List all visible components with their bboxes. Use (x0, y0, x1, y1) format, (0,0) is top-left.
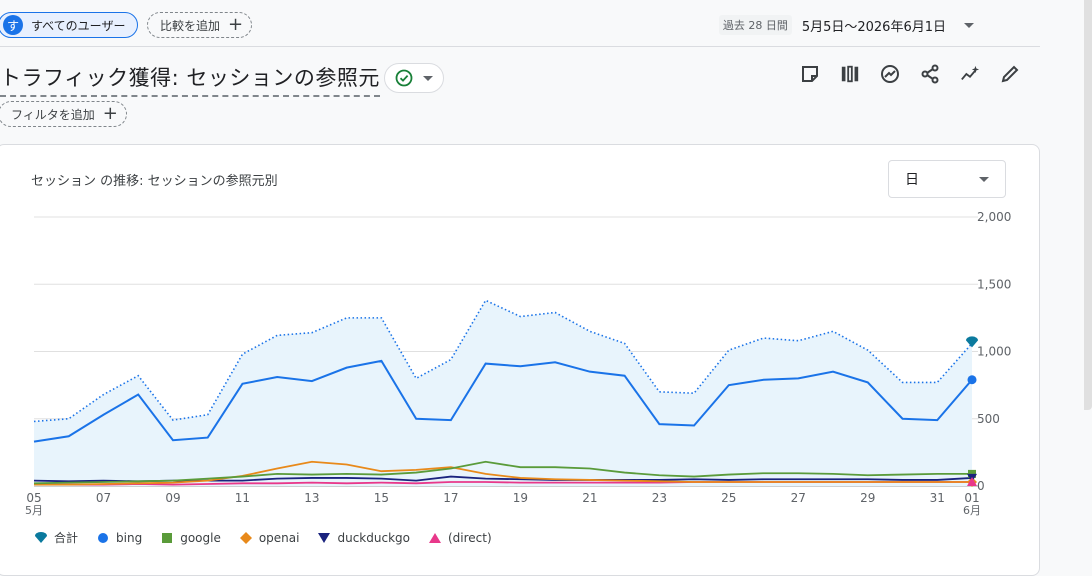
chevron-down-icon (423, 75, 433, 81)
x-tick-label: 05 (26, 491, 41, 505)
legend-marker-icon (98, 532, 109, 543)
audience-chip[interactable]: す すべてのユーザー (0, 12, 139, 38)
scrollbar[interactable] (1084, 0, 1092, 410)
granularity-value: 日 (905, 172, 919, 188)
legend-label: bing (116, 530, 143, 545)
y-tick-label: 0 (977, 479, 985, 493)
check-circle-icon (395, 69, 413, 87)
add-comparison-button[interactable]: 比較を追加 + (147, 12, 253, 38)
x-tick-label: 09 (165, 491, 180, 505)
legend-item-direct[interactable]: (direct) (428, 529, 492, 546)
granularity-select[interactable]: 日 (888, 160, 1006, 198)
series-line-duckduckgo (33, 475, 973, 483)
add-comparison-label: 比較を追加 (160, 18, 221, 33)
legend-label: 合計 (54, 531, 79, 545)
legend-item-openai[interactable]: openai (239, 529, 300, 546)
pencil-icon[interactable] (1000, 62, 1020, 86)
legend-marker-icon (318, 532, 331, 543)
x-tick-label: 17 (443, 491, 458, 505)
x-tick-label: 21 (582, 491, 597, 505)
report-toolbar (800, 62, 1020, 86)
x-tick-label: 19 (513, 491, 528, 505)
y-tick-label: 1,500 (977, 277, 1011, 291)
legend-label: google (180, 530, 221, 545)
chevron-down-icon (979, 176, 989, 182)
legend-item-duckduckgo[interactable]: duckduckgo (317, 529, 410, 546)
plus-icon: + (228, 14, 244, 35)
date-range-text: 5月5日～2026年6月1日 (801, 19, 946, 35)
x-tick-label: 07 (96, 491, 111, 505)
total-area (34, 300, 972, 486)
x-tick-label: 15 (374, 491, 389, 505)
series-line-bing (33, 359, 973, 443)
range-badge: 過去 28 日間 (718, 15, 792, 35)
legend-label: duckduckgo (337, 530, 410, 545)
x-tick-label: 31 (930, 491, 945, 505)
y-tick-label: 500 (977, 412, 1000, 426)
series-line-google (33, 460, 972, 485)
x-tick-label: 23 (652, 491, 667, 505)
x-tick-sublabel: 6月 (963, 504, 981, 517)
legend-marker-icon (35, 531, 47, 543)
y-tick-label: 2,000 (977, 210, 1011, 224)
end-marker-total (966, 336, 978, 348)
avatar: す (3, 15, 23, 35)
chart-legend: 合計 bing google openai duckduckgo (direct) (34, 529, 492, 546)
insights-icon[interactable] (880, 62, 900, 86)
audience-chip-label: すべてのユーザー (31, 18, 126, 33)
legend-item-google[interactable]: google (160, 529, 221, 546)
x-tick-sublabel: 5月 (25, 504, 43, 517)
end-marker-bing (967, 375, 977, 385)
legend-label: (direct) (447, 530, 492, 545)
sparkle-trend-icon[interactable] (960, 62, 980, 86)
legend-item-total[interactable]: 合計 (34, 529, 78, 546)
x-tick-label: 27 (791, 491, 806, 505)
end-marker-google (968, 469, 976, 478)
x-tick-label: 29 (860, 491, 875, 505)
columns-icon[interactable] (840, 62, 860, 86)
status-chip[interactable] (384, 63, 444, 93)
x-tick-label: 01 (964, 491, 979, 505)
legend-marker-icon (162, 532, 173, 543)
add-filter-button[interactable]: フィルタを追加 + (0, 101, 127, 127)
add-filter-label: フィルタを追加 (11, 107, 95, 122)
chevron-down-icon (964, 22, 974, 28)
share-icon[interactable] (920, 62, 940, 86)
series-line-openai (34, 460, 972, 486)
legend-item-bing[interactable]: bing (96, 529, 142, 546)
legend-marker-icon (239, 531, 252, 544)
legend-label: openai (258, 530, 300, 545)
legend-marker-icon (428, 532, 441, 543)
x-tick-label: 13 (304, 491, 319, 505)
chart-title: セッション の推移: セッションの参照元別 (31, 174, 278, 189)
top-bar: す すべてのユーザー 比較を追加 + 過去 28 日間 5月5日～2026年6月… (0, 0, 1040, 47)
note-icon[interactable] (800, 62, 820, 86)
y-tick-label: 1,000 (977, 345, 1011, 359)
end-marker-direct (967, 476, 977, 486)
page-title[interactable]: トラフィック獲得: セッションの参照元 (0, 62, 380, 97)
x-tick-label: 25 (721, 491, 736, 505)
plus-icon: + (102, 103, 118, 124)
date-range-picker[interactable]: 過去 28 日間 5月5日～2026年6月1日 (718, 15, 974, 35)
x-tick-label: 11 (235, 491, 250, 505)
